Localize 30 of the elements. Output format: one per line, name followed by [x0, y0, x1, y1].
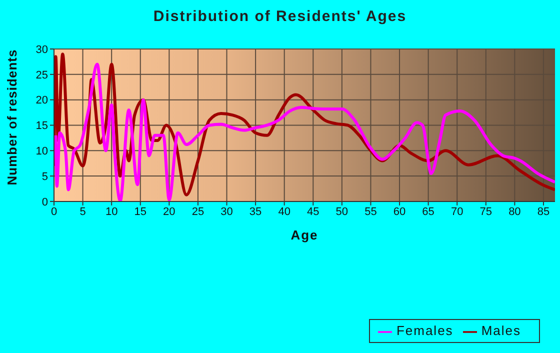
- x-tick-label: 60: [393, 206, 406, 218]
- y-tick-label: 5: [42, 170, 48, 183]
- y-tick-label: 25: [36, 69, 48, 82]
- x-tick-label: 15: [134, 206, 147, 218]
- x-tick-label: 45: [307, 206, 320, 218]
- y-tick-label: 30: [36, 44, 48, 56]
- x-tick-label: 40: [278, 206, 290, 218]
- x-tick-label: 55: [364, 206, 377, 218]
- x-tick-label: 50: [336, 206, 348, 218]
- x-axis-title: Age: [290, 227, 318, 242]
- legend-label: Females: [396, 323, 454, 338]
- x-tick-label: 20: [163, 206, 176, 218]
- legend-label: Males: [481, 323, 521, 338]
- y-tick-label: 15: [36, 120, 48, 132]
- y-tick-label: 10: [36, 146, 48, 158]
- x-tick-label: 85: [537, 206, 550, 218]
- x-tick-label: 5: [80, 206, 86, 218]
- y-tick-label: 0: [42, 196, 48, 208]
- y-axis-title: Number of residents: [4, 49, 20, 186]
- x-tick-label: 10: [105, 206, 118, 218]
- x-tick-label: 75: [480, 206, 492, 218]
- x-tick-label: 70: [450, 206, 464, 218]
- chart-title: Distribution of Residents' Ages: [152, 8, 408, 25]
- x-tick-label: 35: [249, 206, 262, 218]
- x-tick-label: 30: [220, 206, 233, 218]
- x-tick-label: 65: [422, 206, 434, 218]
- x-tick-label: 0: [50, 206, 58, 218]
- x-tick-label: 80: [508, 206, 521, 218]
- y-tick-label: 20: [36, 94, 48, 107]
- x-tick-label: 25: [192, 206, 204, 218]
